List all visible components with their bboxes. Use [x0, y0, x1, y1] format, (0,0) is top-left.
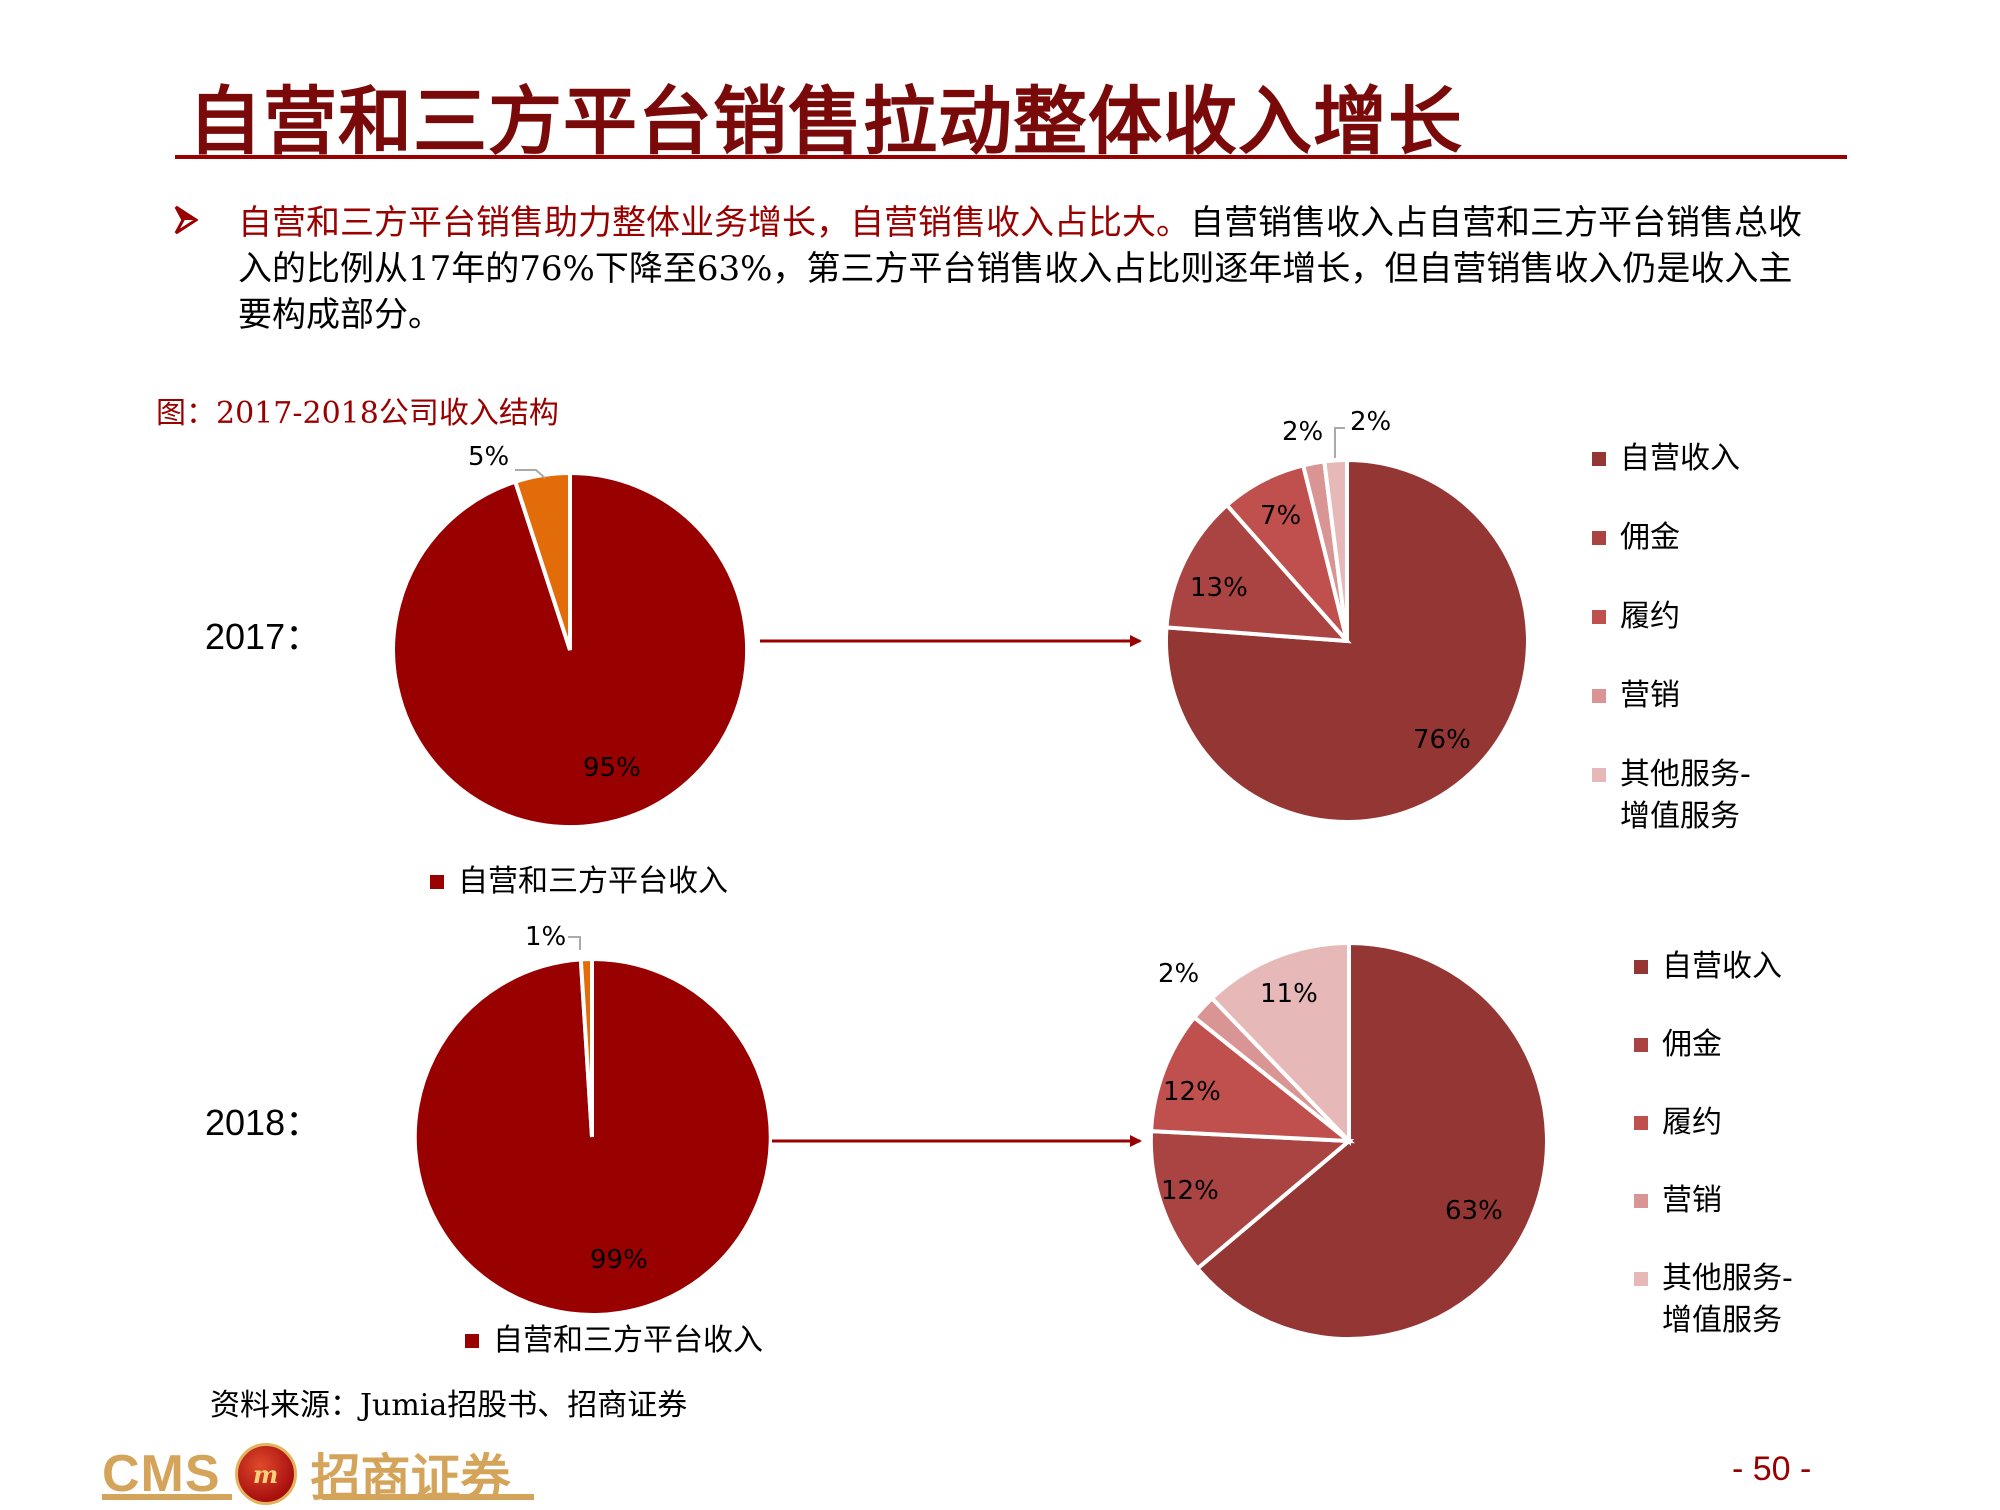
- legend-2017-marketing: 营销: [1592, 675, 1680, 717]
- legend-2018-commission: 佣金: [1634, 1024, 1722, 1066]
- label-7pct: 7%: [1260, 501, 1301, 531]
- label-76pct: 76%: [1413, 725, 1471, 755]
- pie-2017-breakdown: 2% 2% 7% 13% 76%: [1164, 407, 1530, 824]
- logo-badge-icon: m: [234, 1443, 297, 1505]
- year-label-2018: 2018：: [205, 1102, 322, 1143]
- page-number: - 50 -: [1732, 1450, 1812, 1488]
- legend-2018-fulfillment: 履约: [1634, 1102, 1722, 1144]
- label-63pct: 63%: [1445, 1196, 1503, 1226]
- pie-2018-breakdown: 2% 11% 12% 12% 63%: [1148, 940, 1549, 1341]
- legend-2017-fulfillment: 履约: [1592, 596, 1680, 638]
- logo-underline-right: [322, 1494, 534, 1500]
- summary-bullet: 自营和三方平台销售助力整体业务增长，自营销售收入占比大。自营销售收入占自营和三方…: [238, 200, 1808, 338]
- leader-line: [1334, 427, 1345, 458]
- label-marketing-2pct: 2%: [1282, 417, 1323, 447]
- title-divider: [175, 155, 1847, 159]
- label-5pct: 5%: [468, 442, 509, 472]
- bullet-highlight: 自营和三方平台销售助力整体业务增长，自营销售收入占比大。: [238, 203, 1190, 243]
- label-11pct: 11%: [1260, 979, 1318, 1009]
- legend-2017-platform: 自营和三方平台收入: [430, 861, 728, 903]
- logo-underline-left: [102, 1494, 232, 1500]
- legend-swatch: [465, 1334, 479, 1348]
- slice-other: [578, 956, 594, 1138]
- label-commission-12pct: 12%: [1161, 1176, 1219, 1206]
- label-95pct: 95%: [583, 753, 641, 783]
- legend-2018-marketing: 营销: [1634, 1180, 1722, 1222]
- data-source: 资料来源：Jumia招股书、招商证券: [210, 1388, 688, 1423]
- leader-line: [515, 469, 546, 479]
- legend-2018-other-services: 其他服务-增值服务: [1634, 1258, 1812, 1342]
- label-13pct: 13%: [1190, 573, 1248, 603]
- logo-latin: CMS: [102, 1445, 221, 1503]
- bullet-arrow-icon: [174, 205, 198, 235]
- slice-other-services: [1209, 940, 1351, 1146]
- pie-2017-total: 5% 95%: [391, 442, 750, 829]
- label-other-2pct: 2%: [1350, 407, 1391, 437]
- figure-caption: 图：2017-2018公司收入结构: [156, 396, 559, 431]
- legend-swatch: [430, 875, 444, 889]
- label-fulfillment-12pct: 12%: [1163, 1077, 1221, 1107]
- pie-2018-total: 1% 99%: [412, 922, 773, 1317]
- label-99pct: 99%: [590, 1245, 648, 1275]
- legend-2018-platform: 自营和三方平台收入: [465, 1320, 763, 1362]
- slide-title: 自营和三方平台销售拉动整体收入增长: [188, 79, 1463, 165]
- legend-2017-self-operated: 自营收入: [1592, 438, 1740, 480]
- label-marketing-2pct: 2%: [1158, 959, 1199, 989]
- slice-commission: [1164, 502, 1352, 644]
- year-label-2017: 2017：: [205, 616, 322, 657]
- slice-fulfillment: [1149, 1014, 1356, 1144]
- bullet-body: 自营销售收入占自营和三方平台销售总收入的比例从17年的76%下降至63%，第三方…: [238, 203, 1802, 335]
- slice-self-operated: [1164, 457, 1530, 824]
- legend-2017-commission: 佣金: [1592, 517, 1680, 559]
- slice-commission: [1148, 1129, 1355, 1272]
- label-1pct: 1%: [525, 922, 566, 952]
- leader-line: [568, 936, 581, 950]
- legend-2018-self-operated: 自营收入: [1634, 946, 1782, 988]
- slice-other-services: [1322, 457, 1349, 642]
- slice-self-operated: [1194, 940, 1549, 1341]
- legend-2017-other-services: 其他服务-增值服务: [1592, 754, 1770, 838]
